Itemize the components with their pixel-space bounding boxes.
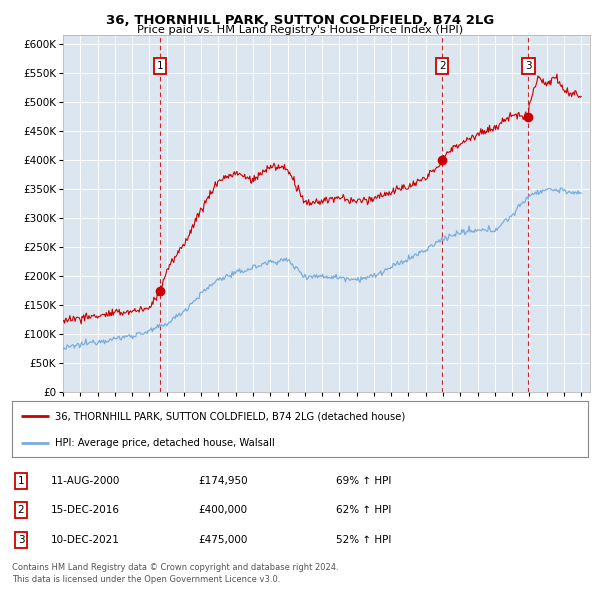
- Text: 62% ↑ HPI: 62% ↑ HPI: [336, 506, 391, 515]
- Text: 36, THORNHILL PARK, SUTTON COLDFIELD, B74 2LG: 36, THORNHILL PARK, SUTTON COLDFIELD, B7…: [106, 14, 494, 27]
- Text: 1: 1: [17, 476, 25, 486]
- Text: £174,950: £174,950: [198, 476, 248, 486]
- Text: HPI: Average price, detached house, Walsall: HPI: Average price, detached house, Wals…: [55, 438, 275, 448]
- Text: 2: 2: [439, 61, 446, 71]
- Text: 11-AUG-2000: 11-AUG-2000: [51, 476, 121, 486]
- Text: This data is licensed under the Open Government Licence v3.0.: This data is licensed under the Open Gov…: [12, 575, 280, 584]
- Text: Price paid vs. HM Land Registry's House Price Index (HPI): Price paid vs. HM Land Registry's House …: [137, 25, 463, 35]
- Text: Contains HM Land Registry data © Crown copyright and database right 2024.: Contains HM Land Registry data © Crown c…: [12, 563, 338, 572]
- Text: 2: 2: [17, 506, 25, 515]
- Text: 3: 3: [525, 61, 532, 71]
- Text: 52% ↑ HPI: 52% ↑ HPI: [336, 535, 391, 545]
- Text: £400,000: £400,000: [198, 506, 247, 515]
- Text: 69% ↑ HPI: 69% ↑ HPI: [336, 476, 391, 486]
- Text: 1: 1: [157, 61, 163, 71]
- Text: £475,000: £475,000: [198, 535, 247, 545]
- Text: 36, THORNHILL PARK, SUTTON COLDFIELD, B74 2LG (detached house): 36, THORNHILL PARK, SUTTON COLDFIELD, B7…: [55, 411, 406, 421]
- Text: 10-DEC-2021: 10-DEC-2021: [51, 535, 120, 545]
- Text: 3: 3: [17, 535, 25, 545]
- Text: 15-DEC-2016: 15-DEC-2016: [51, 506, 120, 515]
